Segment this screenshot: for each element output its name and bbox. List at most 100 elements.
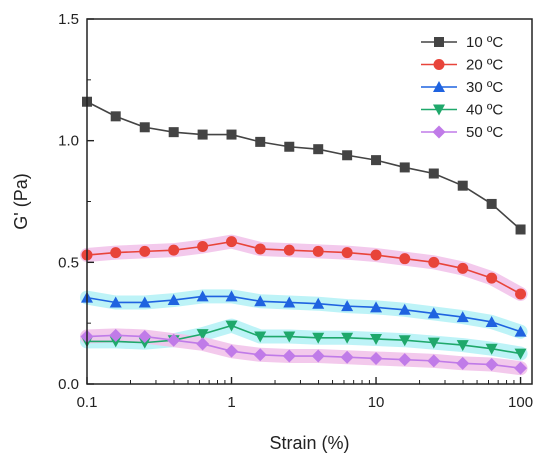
data-point-triangle-up: [109, 296, 122, 308]
data-point-triangle-up: [254, 295, 267, 307]
data-point-triangle-up: [370, 301, 383, 313]
data-point-square: [110, 111, 121, 122]
data-point-triangle-down: [138, 337, 151, 349]
series-square: [82, 96, 526, 235]
data-point-diamond: [109, 328, 123, 342]
data-point-triangle-down: [225, 320, 238, 332]
data-point-square: [371, 155, 382, 166]
y-tick-label: 0.5: [58, 254, 79, 271]
data-point-circle: [515, 288, 527, 300]
data-point-triangle-down: [254, 331, 267, 343]
data-point-triangle-down: [427, 337, 440, 349]
data-point-triangle-down: [341, 332, 354, 344]
data-point-diamond: [398, 353, 412, 367]
data-point-circle: [312, 245, 324, 257]
data-point-circle: [457, 262, 469, 274]
data-point-triangle-up: [196, 290, 209, 302]
series-diamond: [80, 328, 528, 375]
data-point-triangle-down: [370, 333, 383, 345]
x-tick-label: 100: [508, 394, 533, 411]
data-point-circle: [399, 253, 411, 265]
data-point-triangle-up: [427, 307, 440, 319]
data-point-diamond: [456, 356, 470, 370]
legend-marker-triangle-down: [433, 104, 445, 116]
data-point-triangle-up: [456, 311, 469, 323]
data-point-square: [139, 122, 150, 133]
plot-frame: [86, 18, 533, 385]
series-glow-layer: [80, 234, 528, 376]
series-line-square: [86, 101, 522, 231]
series-line-circle: [86, 240, 521, 295]
data-point-triangle-down: [109, 336, 122, 348]
data-point-circle: [283, 244, 295, 256]
legend-label-triangle-up: 30 ºC: [466, 79, 503, 96]
data-point-circle: [428, 256, 440, 268]
data-point-circle: [226, 236, 238, 248]
legend-marker-square: [434, 37, 444, 47]
data-point-square: [255, 136, 266, 147]
data-point-diamond: [311, 349, 325, 363]
y-tick-label: 1.5: [58, 11, 79, 28]
data-point-diamond: [340, 350, 354, 364]
data-point-diamond: [282, 349, 296, 363]
data-point-square: [284, 141, 295, 152]
data-point-triangle-down: [196, 329, 209, 341]
legend-marker-diamond: [432, 125, 446, 139]
data-point-square: [342, 150, 353, 161]
y-axis-title: G' (Pa): [11, 173, 31, 229]
legend-marker-triangle-up: [433, 81, 445, 92]
data-point-diamond: [485, 358, 499, 372]
data-point-square: [515, 224, 526, 235]
data-point-triangle-up: [167, 294, 180, 306]
data-point-square: [197, 129, 208, 140]
data-point-circle: [254, 243, 266, 255]
series-line-triangle-up: [86, 295, 521, 333]
data-point-triangle-up: [225, 290, 238, 302]
data-point-circle: [341, 247, 353, 259]
x-tick-label: 0.1: [77, 394, 98, 411]
data-point-square: [399, 162, 410, 173]
series-triangle-down: [81, 320, 527, 360]
data-point-triangle-up: [514, 325, 527, 337]
series-glow-circle: [80, 234, 528, 301]
data-point-diamond: [138, 330, 152, 344]
legend-label-triangle-down: 40 ºC: [466, 102, 503, 119]
data-point-circle: [486, 272, 498, 284]
data-point-triangle-down: [398, 335, 411, 347]
data-point-triangle-down: [283, 331, 296, 343]
series-line-diamond: [86, 334, 521, 369]
data-point-circle: [197, 241, 209, 253]
series-triangle-up: [81, 290, 527, 337]
x-axis-title: Strain (%): [269, 433, 349, 453]
data-point-triangle-up: [283, 296, 296, 308]
data-point-triangle-up: [485, 315, 498, 327]
legend-label-diamond: 50 ºC: [466, 124, 503, 141]
data-point-circle: [110, 247, 122, 259]
data-point-circle: [370, 249, 382, 261]
x-tick-label: 10: [368, 394, 385, 411]
data-point-triangle-down: [485, 343, 498, 355]
data-point-circle: [139, 245, 151, 257]
y-tick-label: 1.0: [58, 133, 79, 150]
legend-marker-circle: [433, 59, 445, 70]
series-line-triangle-down: [87, 324, 521, 355]
data-point-diamond: [253, 348, 267, 362]
data-point-diamond: [196, 337, 210, 351]
data-point-triangle-up: [341, 300, 354, 312]
data-point-diamond: [369, 351, 383, 365]
axis-ticks: 0.1 1 10 100 0.0 0.5 1.0 1.5: [58, 11, 533, 411]
data-point-triangle-up: [138, 296, 151, 308]
y-tick-label: 0.0: [58, 376, 79, 393]
x-tick-label: 1: [227, 394, 235, 411]
legend-label-square: 10 ºC: [466, 34, 503, 51]
data-point-diamond: [427, 354, 441, 368]
series-circle: [81, 236, 527, 300]
data-point-square: [168, 127, 179, 138]
data-point-triangle-down: [514, 348, 527, 360]
data-point-triangle-down: [456, 340, 469, 352]
data-point-square: [457, 180, 468, 191]
series-layer: [80, 96, 528, 375]
data-point-square: [428, 168, 439, 179]
data-point-triangle-up: [312, 297, 325, 309]
data-point-diamond: [514, 361, 528, 375]
